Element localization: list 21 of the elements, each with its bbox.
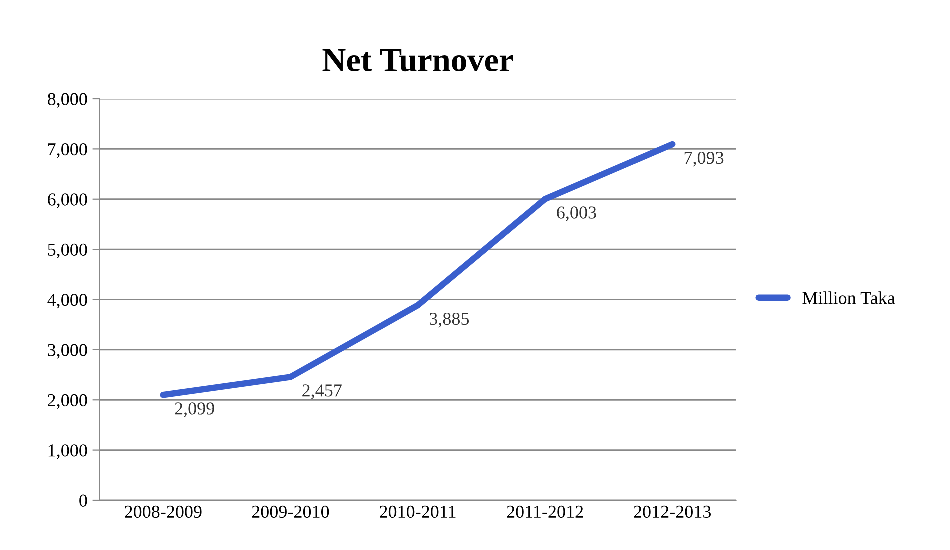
legend-label: Million Taka xyxy=(802,292,896,304)
y-tick-label: 8,000 xyxy=(48,93,88,108)
y-tick-label: 4,000 xyxy=(48,294,88,309)
y-tick-label: 6,000 xyxy=(48,194,88,208)
data-label: 2,457 xyxy=(302,384,342,400)
y-tick-label: 3,000 xyxy=(48,344,88,359)
data-label: 2,099 xyxy=(175,402,214,418)
chart-title: Net Turnover xyxy=(322,49,514,72)
x-tick-label: 2008-2009 xyxy=(125,506,202,518)
y-tick-label: 2,000 xyxy=(48,394,88,410)
y-tick-label: 0 xyxy=(80,494,88,507)
x-tick-label: 2011-2012 xyxy=(507,506,584,518)
y-tick-label: 7,000 xyxy=(48,143,88,158)
y-tick-label: 5,000 xyxy=(48,244,88,259)
x-tick-label: 2010-2011 xyxy=(380,506,456,518)
x-tick-label: 2012-2013 xyxy=(634,506,712,518)
x-tick-label: 2009-2010 xyxy=(252,506,330,518)
data-label: 7,093 xyxy=(684,152,724,167)
y-tick-label: 1,000 xyxy=(48,444,88,460)
data-label: 3,885 xyxy=(430,312,470,328)
data-label: 6,003 xyxy=(557,206,596,222)
